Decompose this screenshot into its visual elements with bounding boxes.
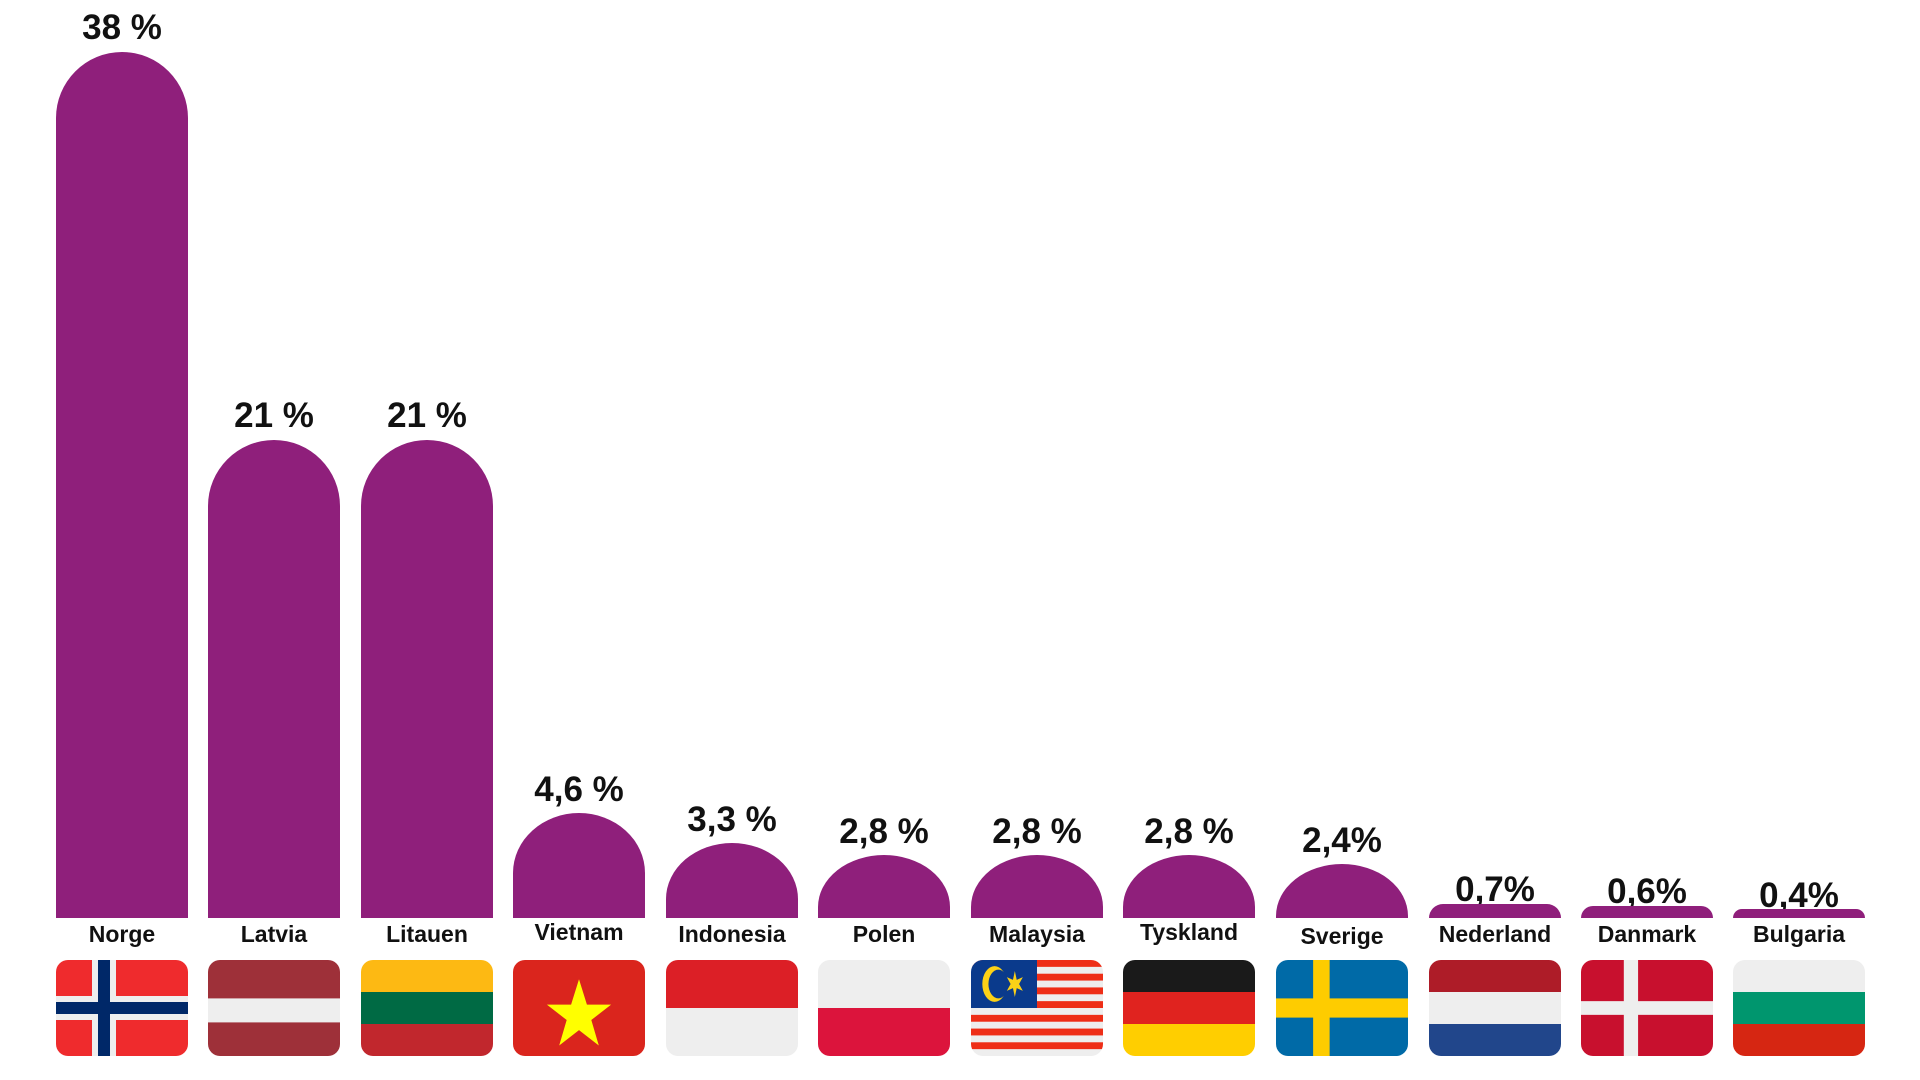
value-label: 0,7% xyxy=(1455,870,1535,909)
country-label: Bulgaria xyxy=(1752,921,1846,947)
netherlands-flag-icon xyxy=(1429,960,1561,1056)
country-label: Indonesia xyxy=(678,921,786,947)
malaysia-flag-icon xyxy=(971,960,1103,1056)
bar-column-norge: 38 % Norge xyxy=(56,0,188,1080)
bar xyxy=(971,855,1103,918)
value-label: 2,8 % xyxy=(839,812,929,851)
country-label: Danmark xyxy=(1597,921,1697,947)
value-label: 2,4% xyxy=(1302,821,1382,860)
bar xyxy=(208,440,340,918)
bar-column-latvia: 21 % Latvia xyxy=(208,0,340,1080)
country-label: Sverige xyxy=(1300,923,1384,949)
country-label: Polen xyxy=(852,921,916,947)
bar-column-sverige: 2,4% Sverige xyxy=(1276,0,1408,1080)
value-label: 2,8 % xyxy=(992,812,1082,851)
vietnam-flag-icon xyxy=(513,960,645,1056)
value-label: 21 % xyxy=(387,396,467,435)
value-label: 21 % xyxy=(234,396,314,435)
bar-column-tyskland: 2,8 % Tyskland xyxy=(1123,0,1255,1080)
lithuania-flag-icon xyxy=(361,960,493,1056)
bar-column-bulgaria: 0,4% Bulgaria xyxy=(1733,0,1865,1080)
indonesia-flag-icon xyxy=(666,960,798,1056)
bar xyxy=(666,843,798,918)
bar-column-danmark: 0,6% Danmark xyxy=(1581,0,1713,1080)
bar xyxy=(361,440,493,918)
value-label: 0,4% xyxy=(1759,876,1839,915)
country-label: Litauen xyxy=(386,921,468,947)
country-label: Vietnam xyxy=(534,919,624,945)
value-label: 3,3 % xyxy=(687,800,777,839)
bar xyxy=(1276,864,1408,918)
bar-column-malaysia: 2,8 % Malaysia xyxy=(971,0,1103,1080)
bar xyxy=(1581,906,1713,918)
bar-column-indonesia: 3,3 % Indonesia xyxy=(666,0,798,1080)
country-label: Norge xyxy=(88,921,156,947)
bar-column-litauen: 21 % Litauen xyxy=(361,0,493,1080)
poland-flag-icon xyxy=(818,960,950,1056)
bar-column-polen: 2,8 % Polen xyxy=(818,0,950,1080)
bar xyxy=(818,855,950,918)
norway-flag-icon xyxy=(56,960,188,1056)
country-label: Malaysia xyxy=(989,921,1085,947)
value-label: 2,8 % xyxy=(1144,812,1234,851)
bar xyxy=(1733,909,1865,918)
bulgaria-flag-icon xyxy=(1733,960,1865,1056)
denmark-flag-icon xyxy=(1581,960,1713,1056)
sweden-flag-icon xyxy=(1276,960,1408,1056)
bar xyxy=(1123,855,1255,918)
latvia-flag-icon xyxy=(208,960,340,1056)
bar-column-vietnam: 4,6 % Vietnam xyxy=(513,0,645,1080)
country-label: Latvia xyxy=(240,921,308,947)
value-label: 38 % xyxy=(82,8,162,47)
bar xyxy=(513,813,645,918)
bar-column-nederland: 0,7% Nederland xyxy=(1429,0,1561,1080)
country-label: Nederland xyxy=(1438,921,1552,947)
bar xyxy=(1429,904,1561,918)
bar xyxy=(56,52,188,918)
country-label: Tyskland xyxy=(1140,919,1238,945)
value-label: 0,6% xyxy=(1607,872,1687,911)
value-label: 4,6 % xyxy=(534,770,624,809)
germany-flag-icon xyxy=(1123,960,1255,1056)
